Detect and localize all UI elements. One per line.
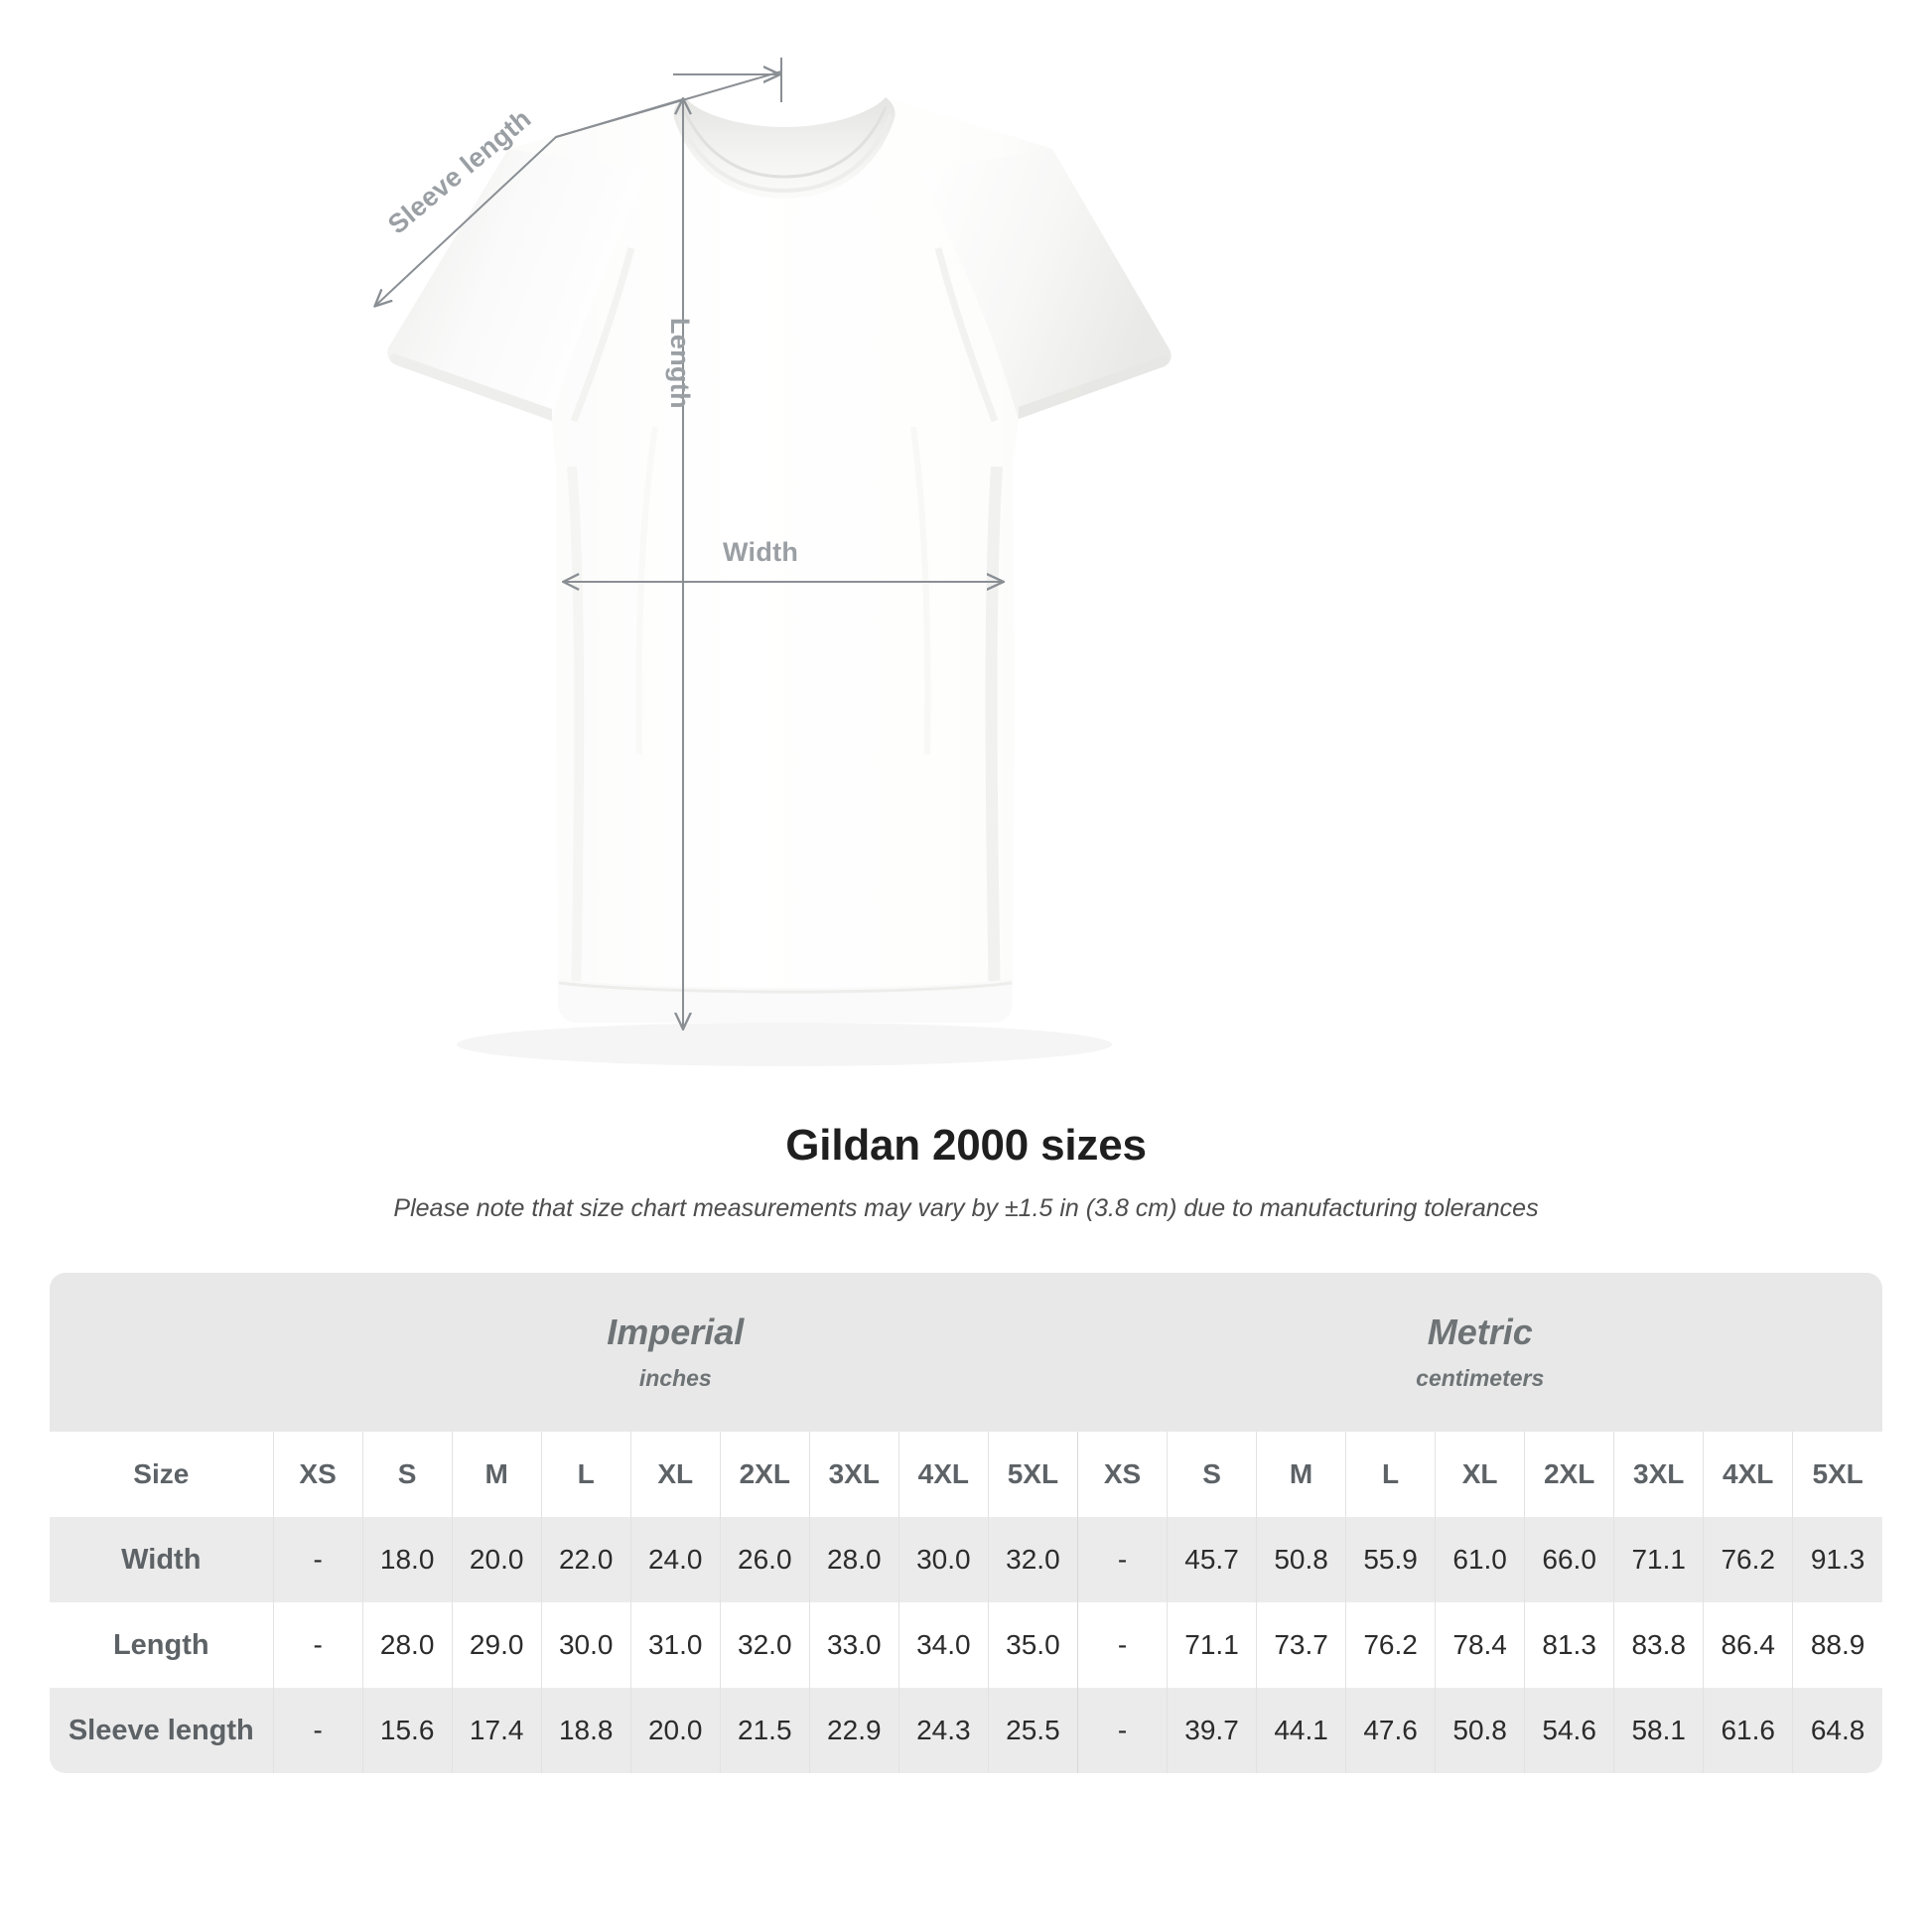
cell-sleeve-metric-m: 44.1 xyxy=(1256,1688,1346,1773)
unit-header-spacer xyxy=(50,1273,274,1432)
cell-sleeve-imperial-l: 18.8 xyxy=(540,1688,631,1773)
width-dimension-label: Width xyxy=(723,537,799,567)
size-col-metric-5xl: 5XL xyxy=(1792,1432,1882,1517)
cell-width-imperial-4xl: 30.0 xyxy=(897,1517,989,1602)
cell-sleeve-metric-xl: 50.8 xyxy=(1435,1688,1525,1773)
cell-width-imperial-xl: 24.0 xyxy=(629,1517,721,1602)
cell-sleeve-imperial-xs: - xyxy=(272,1688,363,1773)
row-label-width: Width xyxy=(121,1543,202,1576)
cell-length-metric-s: 71.1 xyxy=(1167,1602,1257,1688)
size-header-row: Size XS S M L XL 2XL 3XL 4XL 5XL XS S M … xyxy=(50,1432,1882,1517)
cell-length-imperial-xs: - xyxy=(272,1602,363,1688)
cell-length-imperial-3xl: 33.0 xyxy=(808,1602,899,1688)
size-chart-table: Imperial inches Metric centimeters Size … xyxy=(50,1273,1882,1773)
size-col-imperial-m: M xyxy=(451,1432,542,1517)
cell-sleeve-metric-l: 47.6 xyxy=(1345,1688,1436,1773)
size-col-metric-s: S xyxy=(1167,1432,1257,1517)
size-header-label: Size xyxy=(133,1458,190,1489)
table-row: Sleeve length - 15.6 17.4 18.8 20.0 21.5… xyxy=(50,1688,1882,1773)
table-row: Length - 28.0 29.0 30.0 31.0 32.0 33.0 3… xyxy=(50,1602,1882,1688)
unit-header-imperial-sub: inches xyxy=(638,1365,712,1392)
size-col-imperial-4xl: 4XL xyxy=(897,1432,989,1517)
cell-length-metric-xl: 78.4 xyxy=(1435,1602,1525,1688)
cell-length-metric-2xl: 81.3 xyxy=(1524,1602,1614,1688)
cell-sleeve-metric-xs: - xyxy=(1076,1688,1168,1773)
unit-header-metric-name: Metric xyxy=(1427,1311,1533,1352)
cell-width-metric-5xl: 91.3 xyxy=(1792,1517,1882,1602)
cell-width-metric-3xl: 71.1 xyxy=(1613,1517,1704,1602)
cell-sleeve-metric-2xl: 54.6 xyxy=(1524,1688,1614,1773)
cell-sleeve-metric-4xl: 61.6 xyxy=(1703,1688,1793,1773)
unit-header-imperial-name: Imperial xyxy=(607,1311,745,1352)
size-col-imperial-xl: XL xyxy=(629,1432,721,1517)
unit-header-metric: Metric centimeters xyxy=(1077,1273,1882,1432)
unit-header-imperial: Imperial inches xyxy=(273,1273,1078,1432)
size-col-metric-2xl: 2XL xyxy=(1524,1432,1614,1517)
cell-width-imperial-3xl: 28.0 xyxy=(808,1517,899,1602)
cell-length-imperial-s: 28.0 xyxy=(361,1602,453,1688)
tshirt-diagram: Sleeve length Length Width xyxy=(0,58,1172,1031)
cell-sleeve-imperial-2xl: 21.5 xyxy=(719,1688,810,1773)
cell-sleeve-imperial-4xl: 24.3 xyxy=(897,1688,989,1773)
cell-width-imperial-2xl: 26.0 xyxy=(719,1517,810,1602)
size-col-imperial-xs: XS xyxy=(272,1432,363,1517)
cell-length-imperial-xl: 31.0 xyxy=(629,1602,721,1688)
size-col-imperial-2xl: 2XL xyxy=(719,1432,810,1517)
cell-width-imperial-s: 18.0 xyxy=(361,1517,453,1602)
cell-length-metric-5xl: 88.9 xyxy=(1792,1602,1882,1688)
cell-length-metric-m: 73.7 xyxy=(1256,1602,1346,1688)
cell-sleeve-imperial-m: 17.4 xyxy=(451,1688,542,1773)
size-col-metric-xs: XS xyxy=(1076,1432,1168,1517)
cell-sleeve-imperial-s: 15.6 xyxy=(361,1688,453,1773)
page-title: Gildan 2000 sizes xyxy=(785,1121,1147,1170)
cell-width-metric-s: 45.7 xyxy=(1167,1517,1257,1602)
table-row: Width - 18.0 20.0 22.0 24.0 26.0 28.0 30… xyxy=(50,1517,1882,1602)
tshirt-illustration xyxy=(0,58,1172,1031)
size-col-imperial-3xl: 3XL xyxy=(808,1432,899,1517)
length-dimension-label: Length xyxy=(665,318,695,409)
size-col-metric-l: L xyxy=(1345,1432,1436,1517)
cell-width-metric-xl: 61.0 xyxy=(1435,1517,1525,1602)
cell-sleeve-metric-5xl: 64.8 xyxy=(1792,1688,1882,1773)
cell-sleeve-imperial-3xl: 22.9 xyxy=(808,1688,899,1773)
cell-width-metric-2xl: 66.0 xyxy=(1524,1517,1614,1602)
cell-sleeve-imperial-xl: 20.0 xyxy=(629,1688,721,1773)
cell-width-imperial-xs: - xyxy=(272,1517,363,1602)
size-col-metric-m: M xyxy=(1256,1432,1346,1517)
cell-length-imperial-m: 29.0 xyxy=(451,1602,542,1688)
cell-length-imperial-2xl: 32.0 xyxy=(719,1602,810,1688)
size-col-metric-3xl: 3XL xyxy=(1613,1432,1704,1517)
row-label-length: Length xyxy=(112,1628,209,1661)
cell-sleeve-metric-3xl: 58.1 xyxy=(1613,1688,1704,1773)
size-col-imperial-5xl: 5XL xyxy=(987,1432,1078,1517)
cell-width-metric-l: 55.9 xyxy=(1345,1517,1436,1602)
size-col-imperial-s: S xyxy=(361,1432,453,1517)
unit-header-metric-sub: centimeters xyxy=(1416,1365,1545,1392)
title-block: Gildan 2000 sizes Please note that size … xyxy=(0,1120,1932,1223)
cell-length-imperial-5xl: 35.0 xyxy=(987,1602,1078,1688)
cell-length-imperial-l: 30.0 xyxy=(540,1602,631,1688)
size-col-imperial-l: L xyxy=(540,1432,631,1517)
tolerance-note: Please note that size chart measurements… xyxy=(393,1193,1539,1222)
cell-width-metric-xs: - xyxy=(1076,1517,1168,1602)
size-col-metric-4xl: 4XL xyxy=(1703,1432,1793,1517)
cell-width-metric-m: 50.8 xyxy=(1256,1517,1346,1602)
size-table-wrapper: Imperial inches Metric centimeters Size … xyxy=(50,1273,1882,1773)
cell-sleeve-imperial-5xl: 25.5 xyxy=(987,1688,1078,1773)
size-col-metric-xl: XL xyxy=(1435,1432,1525,1517)
cell-length-imperial-4xl: 34.0 xyxy=(897,1602,989,1688)
cell-width-imperial-5xl: 32.0 xyxy=(987,1517,1078,1602)
cell-width-metric-4xl: 76.2 xyxy=(1703,1517,1793,1602)
cell-sleeve-metric-s: 39.7 xyxy=(1167,1688,1257,1773)
cell-length-metric-3xl: 83.8 xyxy=(1613,1602,1704,1688)
cell-length-metric-xs: - xyxy=(1076,1602,1168,1688)
cell-width-imperial-m: 20.0 xyxy=(451,1517,542,1602)
cell-length-metric-4xl: 86.4 xyxy=(1703,1602,1793,1688)
cell-width-imperial-l: 22.0 xyxy=(540,1517,631,1602)
unit-header-row: Imperial inches Metric centimeters xyxy=(50,1273,1882,1432)
cell-length-metric-l: 76.2 xyxy=(1345,1602,1436,1688)
row-label-sleeve-length: Sleeve length xyxy=(68,1714,254,1746)
